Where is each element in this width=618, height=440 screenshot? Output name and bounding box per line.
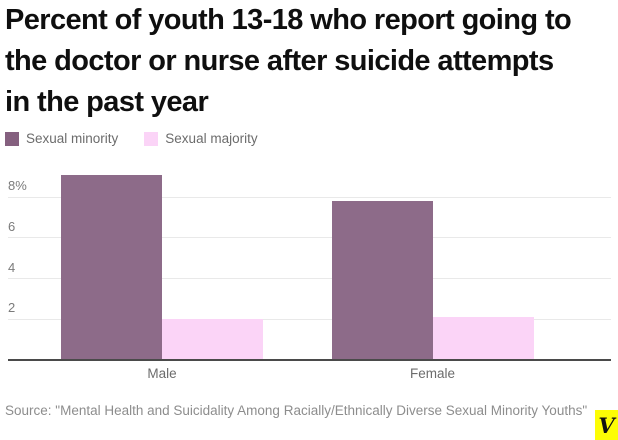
bar-female-sexual-minority [331, 201, 433, 360]
legend-label: Sexual majority [165, 131, 258, 146]
legend-label: Sexual minority [26, 131, 119, 146]
y-axis-tick-label: 2 [8, 300, 16, 316]
gridline [8, 318, 611, 320]
source-citation: Source: "Mental Health and Suicidality A… [5, 403, 588, 418]
legend-item: Sexual minority [5, 131, 118, 146]
bar-female-sexual-majority [432, 317, 534, 360]
legend-swatch-icon [5, 131, 19, 146]
y-axis-tick-label: 6 [8, 218, 16, 234]
legend: Sexual minority Sexual majority [5, 131, 258, 146]
y-axis-tick-label: 8% [8, 178, 27, 194]
y-axis-tick-label: 4 [8, 259, 16, 275]
x-axis-line [8, 358, 611, 361]
gridline [8, 237, 611, 239]
x-axis-category-label: Male [147, 366, 177, 381]
legend-swatch-icon [144, 131, 159, 146]
legend-item: Sexual majority [144, 131, 258, 146]
gridline [8, 196, 611, 198]
x-axis-category-label: Female [409, 366, 455, 381]
bar-male-sexual-minority [61, 174, 162, 360]
chart-title: Percent of youth 13-18 who report going … [5, 4, 572, 118]
bar-male-sexual-majority [162, 319, 263, 360]
gridline [8, 278, 611, 280]
vox-logo-icon: V [595, 410, 618, 440]
